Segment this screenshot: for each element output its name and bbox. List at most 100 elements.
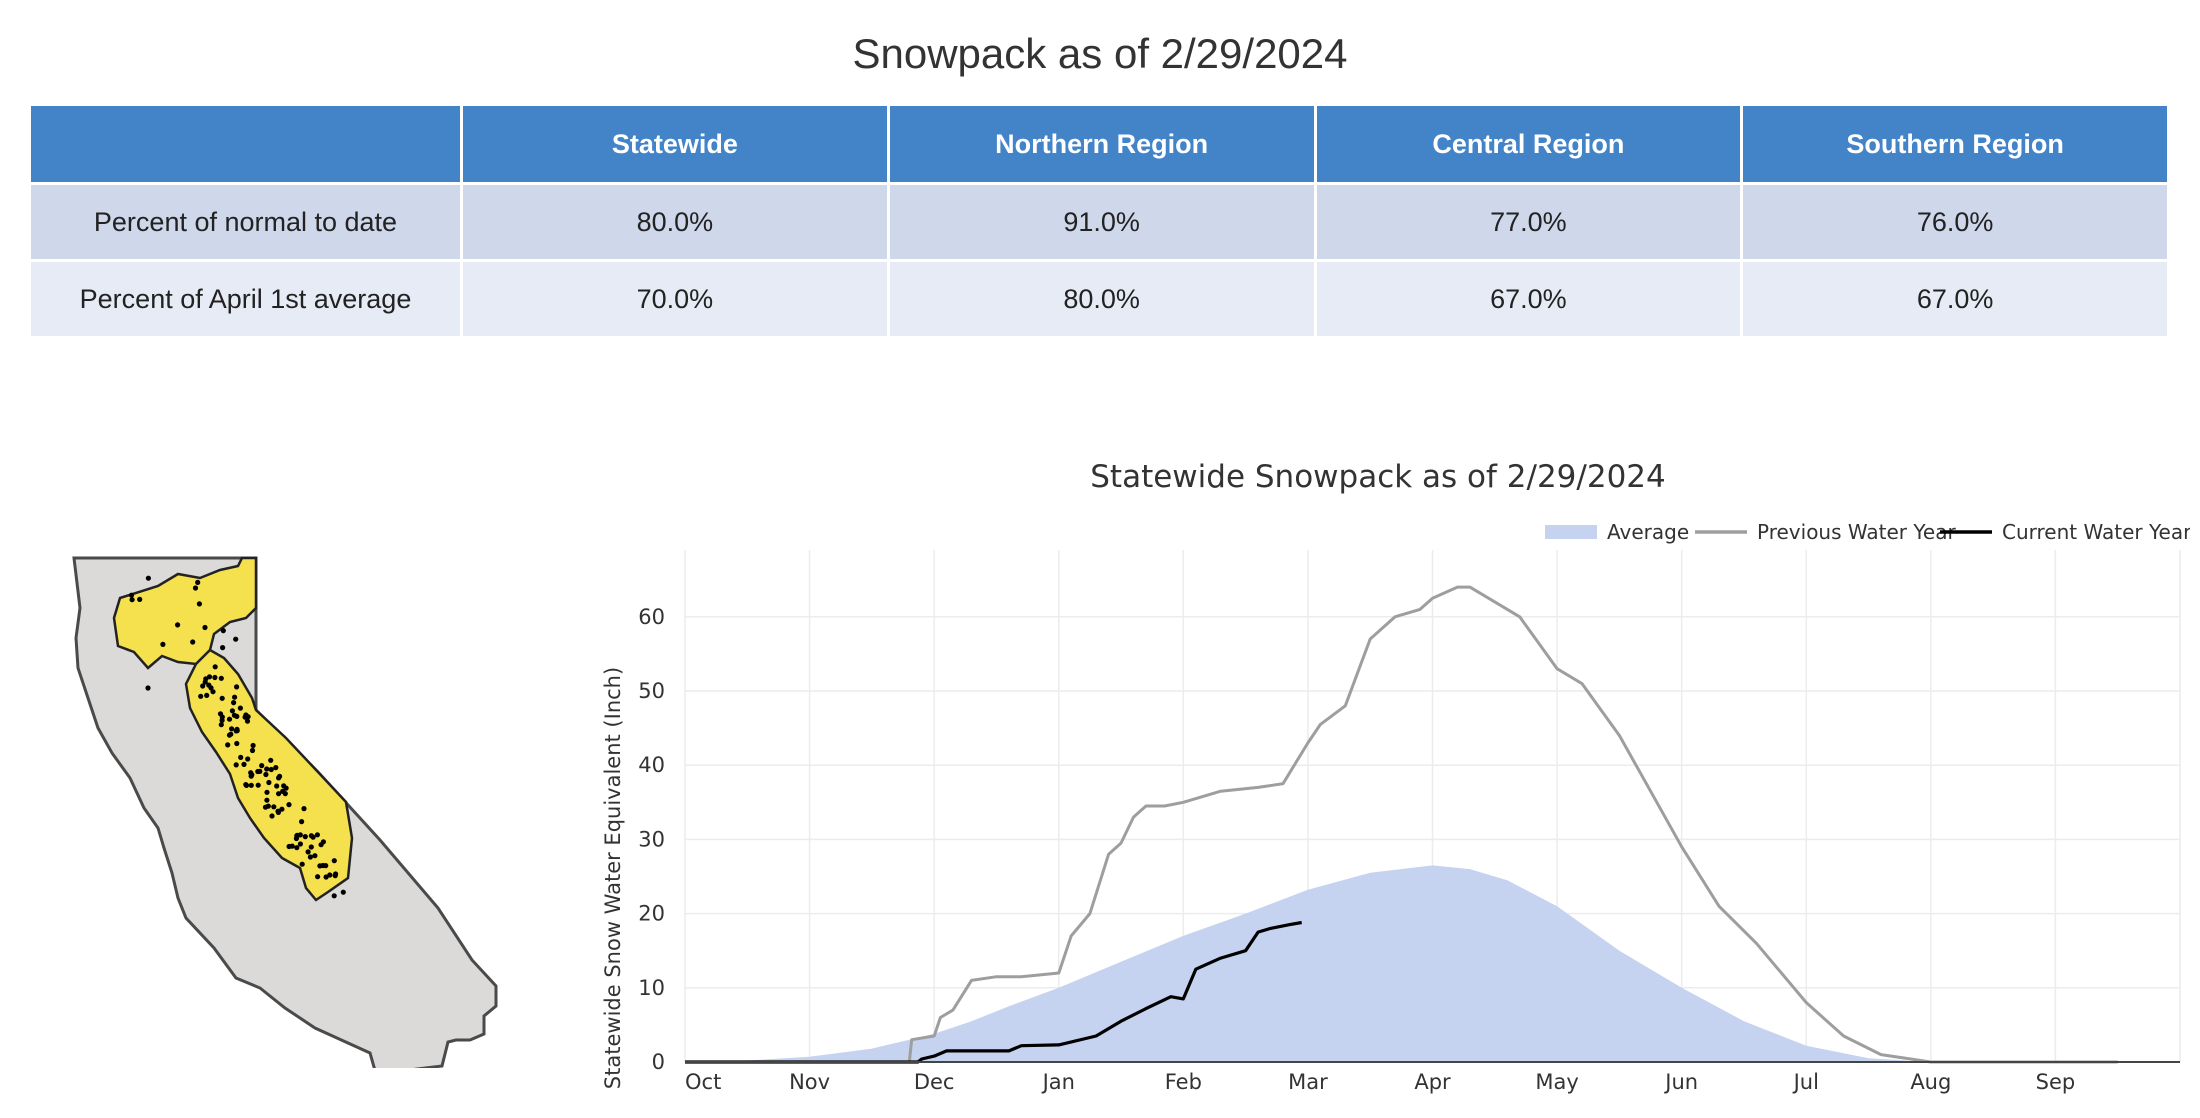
chart-title: Statewide Snowpack as of 2/29/2024	[1090, 459, 1665, 495]
station-dot	[212, 664, 218, 670]
station-dot	[255, 782, 261, 788]
station-dot	[312, 853, 318, 859]
x-tick-label: Jan	[1041, 1070, 1075, 1094]
snowpack-chart: Statewide Snowpack as of 2/29/2024 Avera…	[601, 459, 2190, 1094]
snowpack-summary-table: Statewide Northern Region Central Region…	[28, 103, 2170, 339]
table-header-cell: Central Region	[1313, 103, 1744, 185]
table-header-cell	[28, 103, 463, 185]
station-dot	[310, 834, 316, 840]
chart-legend: Average Previous Water Year Current Water …	[1545, 520, 2190, 544]
x-tick-label: Apr	[1414, 1070, 1451, 1094]
x-tick-label: May	[1535, 1070, 1578, 1094]
table-cell: 80.0%	[886, 259, 1317, 339]
station-dot	[217, 711, 224, 717]
station-dot	[248, 782, 254, 788]
station-dot	[195, 579, 201, 585]
station-dot	[266, 779, 272, 786]
table-header-cell: Northern Region	[886, 103, 1317, 185]
station-dot	[315, 874, 321, 880]
station-dot	[276, 791, 282, 797]
station-dot	[220, 628, 226, 634]
station-dot	[206, 674, 213, 680]
station-dot	[340, 889, 346, 895]
legend-label: Previous Water Year	[1757, 520, 1956, 544]
station-dot	[229, 708, 235, 714]
station-dot	[299, 819, 305, 825]
station-dot	[229, 726, 235, 732]
station-dot	[175, 622, 181, 628]
row-label: Percent of April 1st average	[28, 259, 463, 339]
station-dot	[333, 871, 339, 877]
station-dot	[294, 845, 300, 851]
station-dot	[237, 705, 243, 711]
series-current-water-year-line	[685, 920, 1302, 1064]
y-tick-label: 60	[638, 605, 665, 629]
x-tick-label: Aug	[1910, 1070, 1951, 1094]
table-cell: 80.0%	[460, 182, 890, 262]
station-dot	[145, 575, 151, 581]
chart-grid	[684, 550, 2181, 1062]
station-dot	[250, 742, 256, 749]
station-dot	[202, 679, 208, 685]
station-dot	[228, 731, 234, 737]
station-dot	[268, 766, 274, 773]
station-dot	[249, 747, 256, 754]
station-dot	[274, 783, 280, 789]
station-dot	[297, 841, 303, 847]
x-tick-label: Jul	[1792, 1070, 1819, 1094]
row-label: Percent of normal to date	[28, 182, 463, 262]
table-cell: 67.0%	[1313, 259, 1744, 339]
station-dot	[286, 802, 292, 808]
station-dot	[200, 683, 206, 689]
station-dot	[225, 742, 231, 748]
x-tick-label: Nov	[789, 1070, 830, 1094]
station-dot	[231, 700, 237, 706]
station-dot	[297, 832, 303, 838]
table-cell: 67.0%	[1740, 259, 2170, 339]
x-tick-label: Feb	[1165, 1070, 1202, 1094]
station-dot	[327, 872, 333, 878]
table-row: Percent of April 1st average 70.0% 80.0%…	[28, 259, 2170, 339]
station-dot	[219, 695, 225, 701]
station-dot	[218, 675, 224, 681]
chart-axes: 0 10 20 30 40 50 60 Oct Nov Dec Jan Feb Mar Apr May Jun…	[638, 605, 2180, 1094]
station-dot	[198, 693, 204, 699]
station-dot	[192, 585, 199, 591]
station-dot	[269, 813, 275, 819]
station-dot	[302, 834, 308, 840]
station-dot	[264, 797, 270, 803]
legend-swatch-average	[1545, 525, 1597, 539]
station-dot	[129, 597, 135, 603]
station-dot	[301, 806, 307, 812]
x-tick-label: Sep	[2036, 1070, 2076, 1094]
station-dot	[289, 843, 295, 849]
station-dot	[233, 636, 239, 642]
station-dot	[276, 775, 282, 781]
y-tick-label: 40	[638, 753, 665, 777]
table-header-cell: Southern Region	[1740, 103, 2170, 185]
station-dot	[249, 772, 255, 778]
station-dot	[145, 685, 151, 691]
station-dot	[233, 762, 239, 768]
station-dot	[238, 754, 244, 760]
station-dot	[275, 808, 281, 814]
station-dot	[264, 766, 270, 772]
station-dot	[219, 717, 225, 723]
station-dot	[305, 849, 311, 855]
california-map	[72, 556, 498, 1068]
station-dot	[234, 740, 240, 747]
table-cell: 70.0%	[460, 259, 890, 339]
station-dot	[196, 601, 202, 607]
station-dot	[232, 694, 238, 700]
station-dot	[218, 722, 224, 728]
legend-label: Average	[1607, 520, 1689, 544]
station-dot	[282, 791, 288, 797]
station-dot	[204, 692, 210, 698]
x-tick-label: Mar	[1288, 1070, 1328, 1094]
station-dot	[299, 861, 305, 867]
station-dot	[231, 712, 237, 718]
x-tick-label: Jun	[1663, 1070, 1698, 1094]
station-dot	[271, 804, 277, 810]
station-dot	[308, 844, 314, 850]
y-tick-label: 0	[652, 1050, 665, 1074]
